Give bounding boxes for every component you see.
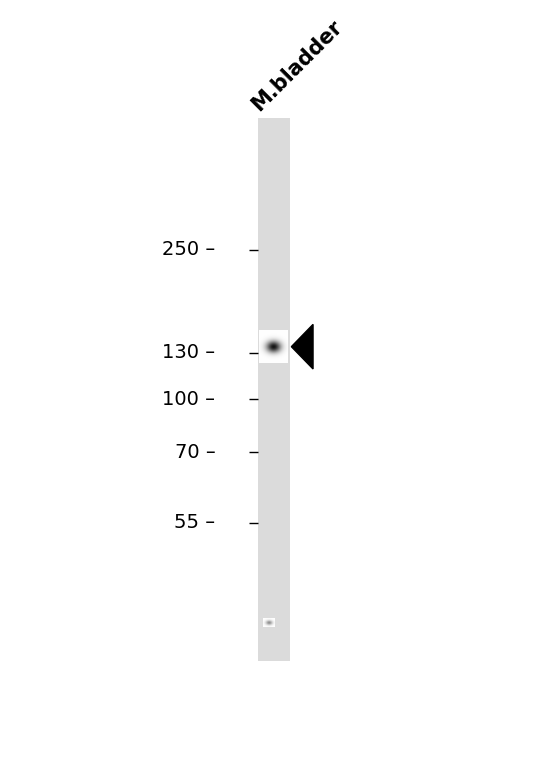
Text: 100 –: 100 – (162, 390, 215, 409)
Polygon shape (292, 325, 313, 369)
Text: 130 –: 130 – (162, 343, 215, 362)
Text: 250 –: 250 – (162, 240, 215, 259)
Text: M.bladder: M.bladder (248, 17, 346, 115)
Text: 70 –: 70 – (174, 443, 215, 462)
Text: 55 –: 55 – (174, 513, 215, 532)
